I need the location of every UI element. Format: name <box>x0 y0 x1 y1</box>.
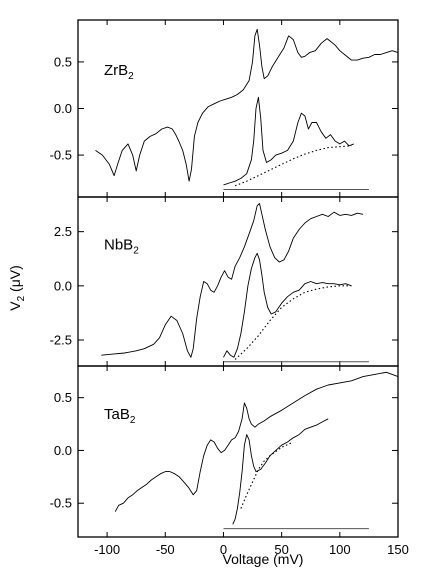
series-dotted-3 <box>234 145 352 187</box>
y-tick-label: 2.5 <box>54 224 72 239</box>
y-tick-label: 0.5 <box>54 390 72 405</box>
x-tick-label: 50 <box>274 542 288 557</box>
series-solid-1 <box>114 371 399 512</box>
panel-label: ZrB2 <box>104 62 134 82</box>
panel-label-sub: 2 <box>133 245 139 256</box>
y-tick-label: 0.0 <box>54 278 72 293</box>
series-solid-1 <box>101 203 364 358</box>
x-tick-label: 100 <box>329 542 351 557</box>
x-tick-label: -100 <box>94 542 120 557</box>
panel-3: 0.5 0.0 -0.5 TaB2 <box>50 365 399 538</box>
y-tick-label: -0.5 <box>50 496 72 511</box>
y-tick-label: -0.5 <box>50 148 72 163</box>
panel-2: 2.5 0.0 -2.5 NbB2 <box>50 196 399 367</box>
x-tick-label: -50 <box>156 542 175 557</box>
x-tick-label: 0 <box>220 542 227 557</box>
panels: 0.50.0-0.5ZrB22.50.0-2.5NbB20.50.0-0.5Ta… <box>50 19 409 557</box>
panel-label: TaB2 <box>104 406 136 426</box>
y-axis-title: V2 (μV) <box>7 265 27 311</box>
panel-label-main: NbB <box>104 236 133 253</box>
panel-1: 0.5 0.0 -0.5 ZrB2 <box>50 19 399 198</box>
y-tick-label: 0.0 <box>54 443 72 458</box>
panel-label-sub: 2 <box>130 415 136 426</box>
y-tick-label: 0.0 <box>54 101 72 116</box>
y-tick-label: 0.5 <box>54 54 72 69</box>
y-axis-title-sub: 2 <box>16 295 27 301</box>
panel-frame <box>77 196 399 367</box>
series-solid-2 <box>223 252 352 358</box>
series-dotted-3 <box>234 285 352 360</box>
svg-text:V2 (μV): V2 (μV) <box>7 265 27 311</box>
panel-frame <box>77 365 399 538</box>
x-axis-title: Voltage (mV) <box>223 551 304 567</box>
y-tick-label: -2.5 <box>50 333 72 348</box>
panel-label-main: ZrB <box>104 62 128 79</box>
panel-label: NbB2 <box>104 236 139 256</box>
x-tick-label: 150 <box>387 542 409 557</box>
y-axis-title-unit: (μV) <box>7 265 23 296</box>
panel-label-main: TaB <box>104 406 130 423</box>
series-dotted-3 <box>240 441 294 509</box>
panel-frame <box>77 19 399 198</box>
series-solid-2 <box>223 96 354 186</box>
series-solid-2 <box>232 418 329 525</box>
series-solid-1 <box>95 28 399 182</box>
panel-label-sub: 2 <box>128 71 134 82</box>
y-axis-title-main: V <box>7 301 23 311</box>
